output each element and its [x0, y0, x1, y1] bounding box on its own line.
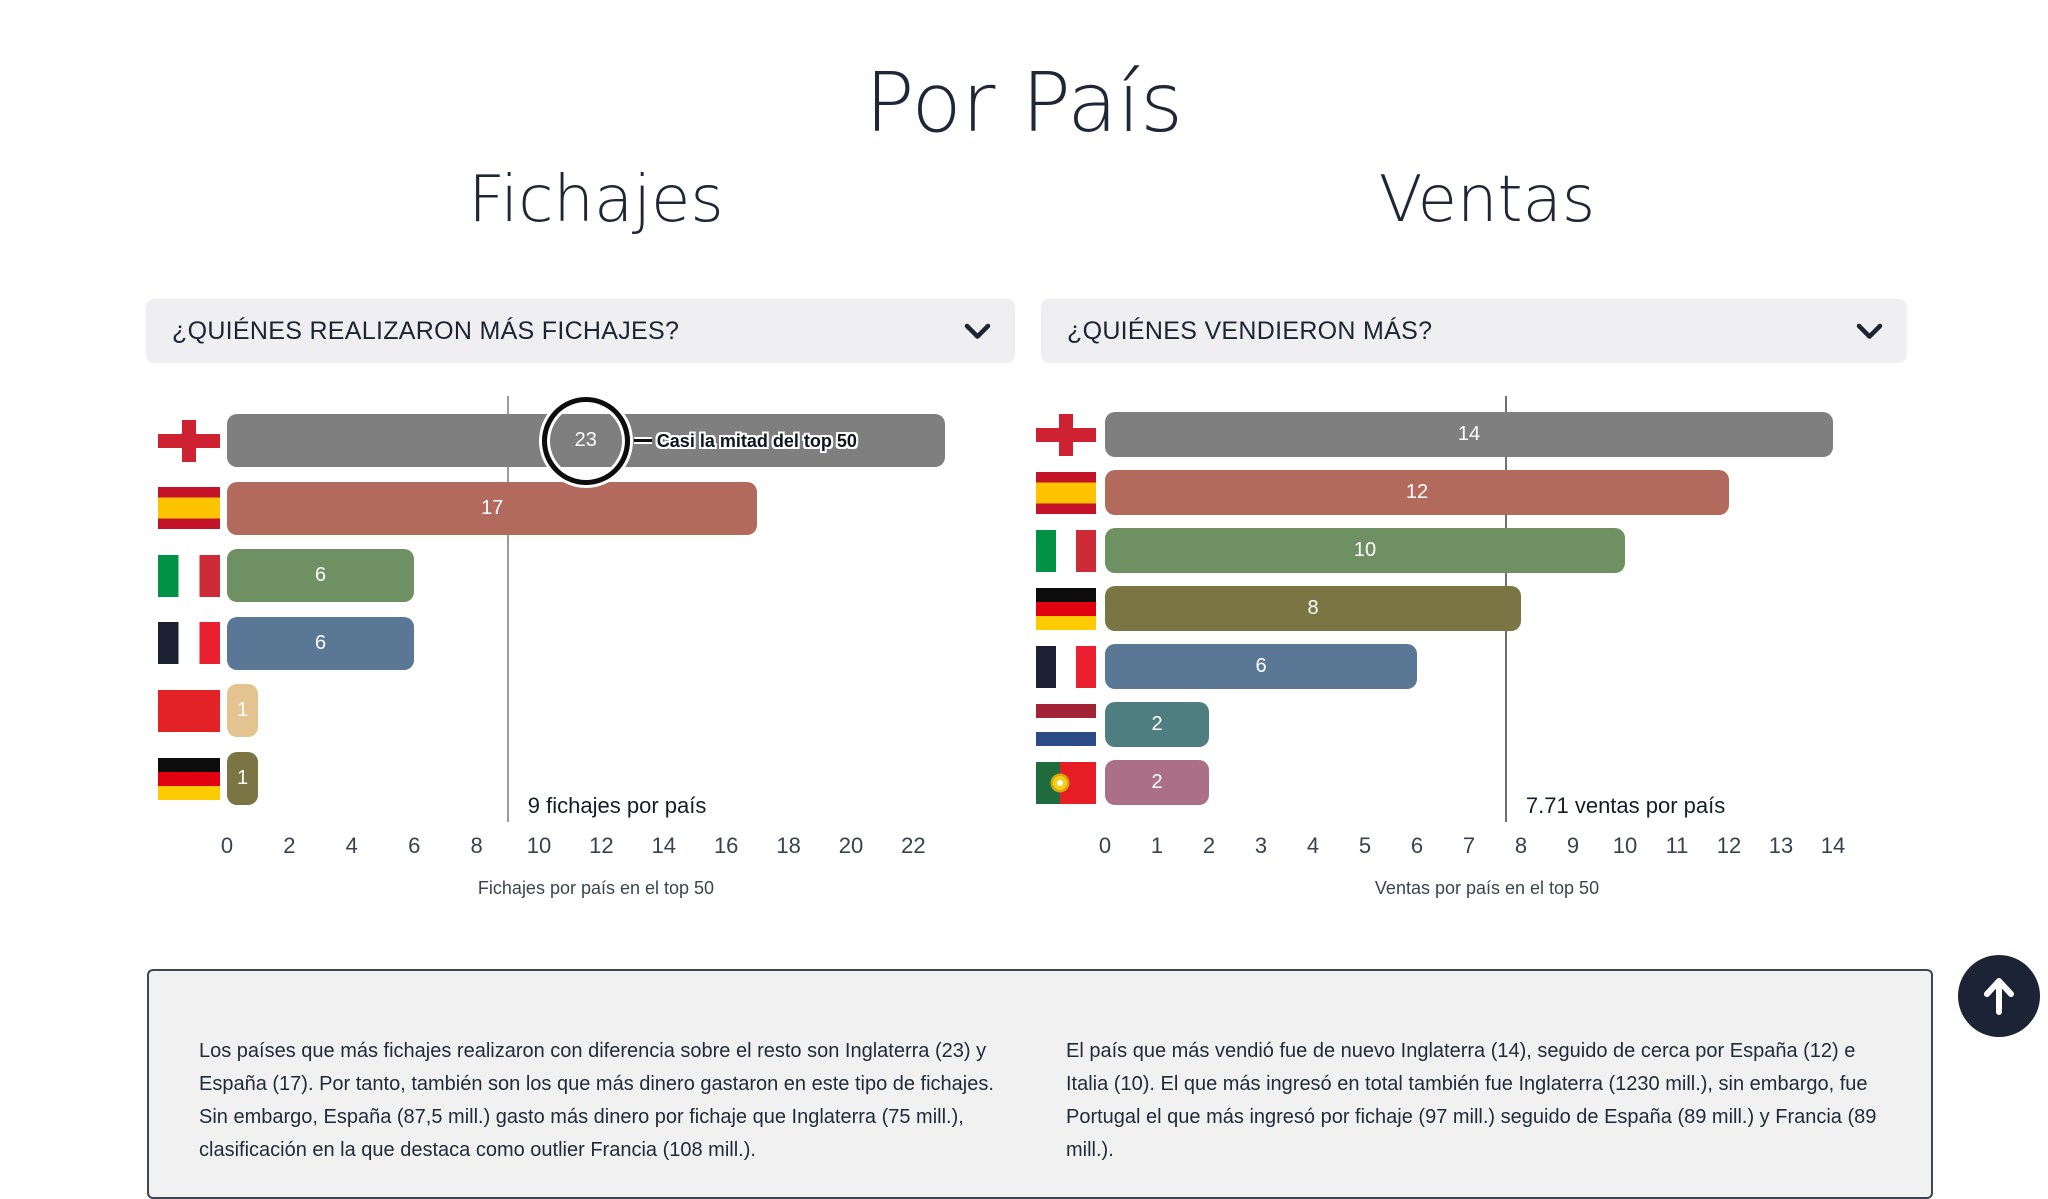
x-axis-tick-label: 1: [1150, 833, 1164, 858]
flag-netherlands-icon: [1036, 703, 1096, 746]
bar-italy[interactable]: 10: [1105, 528, 1625, 573]
accordion-header-ventas[interactable]: ¿QUIÉNES VENDIERON MÁS?: [1041, 299, 1907, 363]
x-axis-tick-label: 8: [470, 833, 483, 858]
x-axis-tick-label: 0: [1098, 833, 1112, 858]
x-axis-tick-label: 16: [713, 833, 739, 858]
flag-spain-icon: [158, 487, 220, 530]
x-axis-tick-label: 20: [838, 833, 864, 858]
accordion-header-fichajes[interactable]: ¿QUIÉNES REALIZARON MÁS FICHAJES?: [146, 299, 1015, 363]
bar-portugal[interactable]: 2: [1105, 760, 1209, 805]
bar-value-label: 12: [1405, 481, 1429, 503]
average-line-label: 9 fichajes por país: [527, 793, 707, 818]
x-axis-tick-label: 5: [1358, 833, 1372, 858]
flag-portugal-icon: [1036, 761, 1096, 804]
summary-box: Los países que más fichajes realizaron c…: [147, 969, 1933, 1199]
x-axis-tick-label: 10: [1612, 833, 1638, 858]
bar-netherlands[interactable]: 2: [1105, 702, 1209, 747]
flag-italy-icon: [1036, 529, 1096, 572]
flag-spain-icon: [1036, 471, 1096, 514]
accordion-question: ¿QUIÉNES VENDIERON MÁS?: [1067, 316, 1433, 345]
summary-text-ventas: El país que más vendió fue de nuevo Ingl…: [1066, 1040, 1877, 1161]
flag-england-icon: [1036, 413, 1096, 456]
flag-germany-icon: [158, 757, 220, 800]
flag-germany-icon: [1036, 587, 1096, 630]
flag-italy-icon: [158, 554, 220, 597]
x-axis-tick-label: 14: [651, 833, 677, 858]
average-line-label: 7.71 ventas por país: [1525, 793, 1726, 818]
bar-france[interactable]: 6: [1105, 644, 1417, 689]
x-axis-tick-label: 0: [220, 833, 234, 858]
x-axis-tick-label: 11: [1665, 833, 1689, 858]
x-axis-tick-label: 6: [1410, 833, 1424, 858]
x-axis-tick-label: 2: [283, 833, 296, 858]
charts-area: 9 fichajes por país 23 17 6 6 1 1 0 2 4 6 8 10 12 14 16…: [0, 0, 2048, 1155]
bar-england[interactable]: 14: [1105, 412, 1833, 457]
scroll-to-top-button[interactable]: [1958, 955, 2040, 1037]
bar-value-label: 8: [1307, 597, 1319, 619]
arrow-up-icon: [1984, 978, 2014, 1015]
annotation-circle: [541, 396, 630, 485]
bar-red[interactable]: 1: [227, 684, 259, 738]
chevron-down-icon[interactable]: [1856, 323, 1883, 340]
bar-value-label: 1: [237, 767, 249, 789]
summary-text-fichajes: Los países que más fichajes realizaron c…: [199, 1040, 994, 1161]
bar-value-label: 2: [1151, 713, 1163, 735]
bar-germany[interactable]: 1: [227, 752, 259, 805]
x-axis-tick-label: 8: [1514, 833, 1528, 858]
x-axis-tick-label: 4: [345, 833, 358, 858]
flag-france-icon: [1036, 645, 1096, 688]
bar-spain[interactable]: 17: [227, 481, 758, 535]
flag-red-icon: [158, 689, 220, 732]
flag-france-icon: [158, 622, 220, 665]
bar-germany[interactable]: 8: [1105, 586, 1521, 631]
bar-value-label: 14: [1457, 423, 1481, 445]
bar-value-label: 2: [1151, 771, 1163, 793]
x-axis-title: Ventas por país en el top 50: [1374, 878, 1600, 898]
chevron-down-icon[interactable]: [964, 323, 991, 340]
x-axis-tick-label: 14: [1820, 833, 1846, 858]
page-title: Por País: [865, 55, 1183, 151]
bar-value-label: 6: [1255, 655, 1267, 677]
x-axis-tick-label: 7: [1462, 833, 1476, 858]
flag-england-icon: [158, 419, 220, 462]
x-axis-tick-label: 9: [1566, 833, 1580, 858]
bar-value-label: 10: [1353, 539, 1377, 561]
bar-value-label: 17: [481, 496, 504, 519]
annotation-label: Casi la mitad del top 50: [656, 430, 857, 451]
x-axis-tick-label: 13: [1768, 833, 1794, 858]
average-line: [506, 396, 509, 822]
x-axis-tick-label: 22: [901, 833, 926, 858]
bar-italy[interactable]: 6: [227, 549, 415, 603]
bar-value-label: 6: [315, 564, 327, 587]
x-axis-tick-label: 6: [408, 833, 421, 858]
x-axis-title: Fichajes por país en el top 50: [477, 878, 715, 898]
x-axis-tick-label: 3: [1254, 833, 1268, 858]
accordion-question: ¿QUIÉNES REALIZARON MÁS FICHAJES?: [172, 316, 680, 345]
section-title-ventas: Ventas: [1378, 163, 1596, 237]
x-axis-tick-label: 18: [776, 833, 801, 858]
x-axis-tick-label: 12: [1716, 833, 1742, 858]
annotation-connector-line: [633, 437, 652, 444]
bar-france[interactable]: 6: [227, 616, 415, 670]
bar-value-label: 6: [315, 631, 327, 654]
x-axis-tick-label: 10: [526, 833, 552, 858]
section-title-fichajes: Fichajes: [468, 163, 724, 237]
bar-spain[interactable]: 12: [1105, 470, 1729, 515]
bar-value-label: 1: [237, 699, 249, 722]
x-axis-tick-label: 2: [1202, 833, 1216, 858]
x-axis-tick-label: 4: [1306, 833, 1320, 858]
x-axis-tick-label: 12: [589, 833, 614, 858]
